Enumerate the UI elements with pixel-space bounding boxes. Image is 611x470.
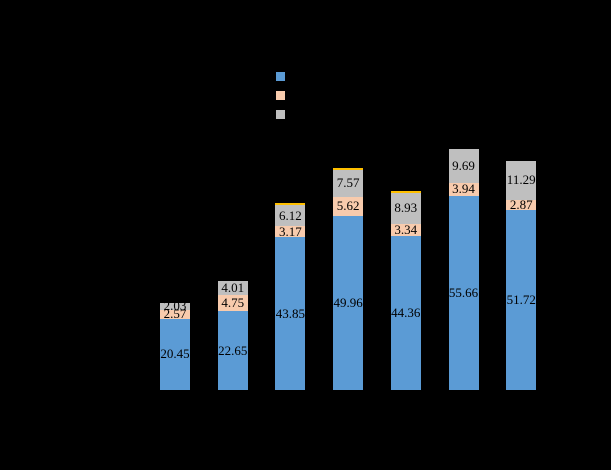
data-label: 51.72: [506, 292, 536, 307]
data-label: 7.57: [336, 175, 360, 191]
legend-swatch-blue: [276, 72, 285, 81]
bar-segment-middle-peach: [275, 226, 306, 238]
data-label: 3.17: [279, 223, 302, 239]
data-label: 2.03: [163, 298, 187, 314]
bar-segment-middle-peach: [448, 182, 479, 197]
bar-segment-top-gray: [390, 192, 421, 224]
bar-top-cap: [333, 168, 364, 171]
data-label: 43.85: [275, 305, 306, 321]
bar-segment-middle-peach: [217, 294, 248, 312]
data-label: 4.75: [221, 294, 245, 310]
data-label: 2.57: [163, 306, 187, 322]
bar-segment-bottom-blue: [390, 235, 421, 390]
data-label: 6.12: [279, 207, 302, 223]
data-label: 11.29: [506, 172, 536, 188]
bar-segment-top-gray: [217, 280, 248, 295]
data-label: 22.65: [218, 342, 248, 358]
legend: [276, 72, 285, 119]
bar-segment-top-gray: [333, 170, 364, 197]
bar-segment-middle-peach: [333, 196, 364, 217]
bar-segment-bottom-blue: [160, 318, 190, 390]
data-label: 8.93: [394, 200, 418, 216]
bar-top-cap: [275, 203, 306, 206]
data-label: 3.34: [394, 221, 418, 237]
legend-swatch-gray: [276, 110, 285, 119]
data-label: 20.45: [160, 346, 190, 362]
bar-segment-middle-peach: [160, 309, 190, 319]
data-label: 49.96: [333, 295, 363, 311]
bar-segment-top-gray: [506, 160, 537, 201]
bar-segment-middle-peach: [390, 224, 421, 236]
legend-swatch-peach: [276, 91, 285, 100]
bar-segment-top-gray: [448, 148, 479, 183]
data-label: 2.87: [509, 197, 533, 213]
bar-segment-bottom-blue: [333, 216, 364, 390]
data-label: 4.01: [221, 279, 245, 295]
bar-segment-bottom-blue: [275, 237, 306, 390]
data-label: 5.62: [336, 198, 360, 214]
data-label: 9.69: [452, 157, 475, 173]
bar-segment-bottom-blue: [448, 196, 479, 390]
bar-segment-middle-peach: [506, 200, 537, 210]
bar-top-cap: [390, 190, 421, 193]
bar-segment-top-gray: [275, 205, 306, 227]
data-label: 55.66: [448, 285, 479, 301]
bar-segment-bottom-blue: [217, 311, 248, 390]
bar-segment-bottom-blue: [506, 210, 537, 390]
data-label: 44.36: [391, 304, 421, 320]
data-label: 3.94: [452, 181, 475, 197]
bar-segment-top-gray: [160, 302, 190, 310]
